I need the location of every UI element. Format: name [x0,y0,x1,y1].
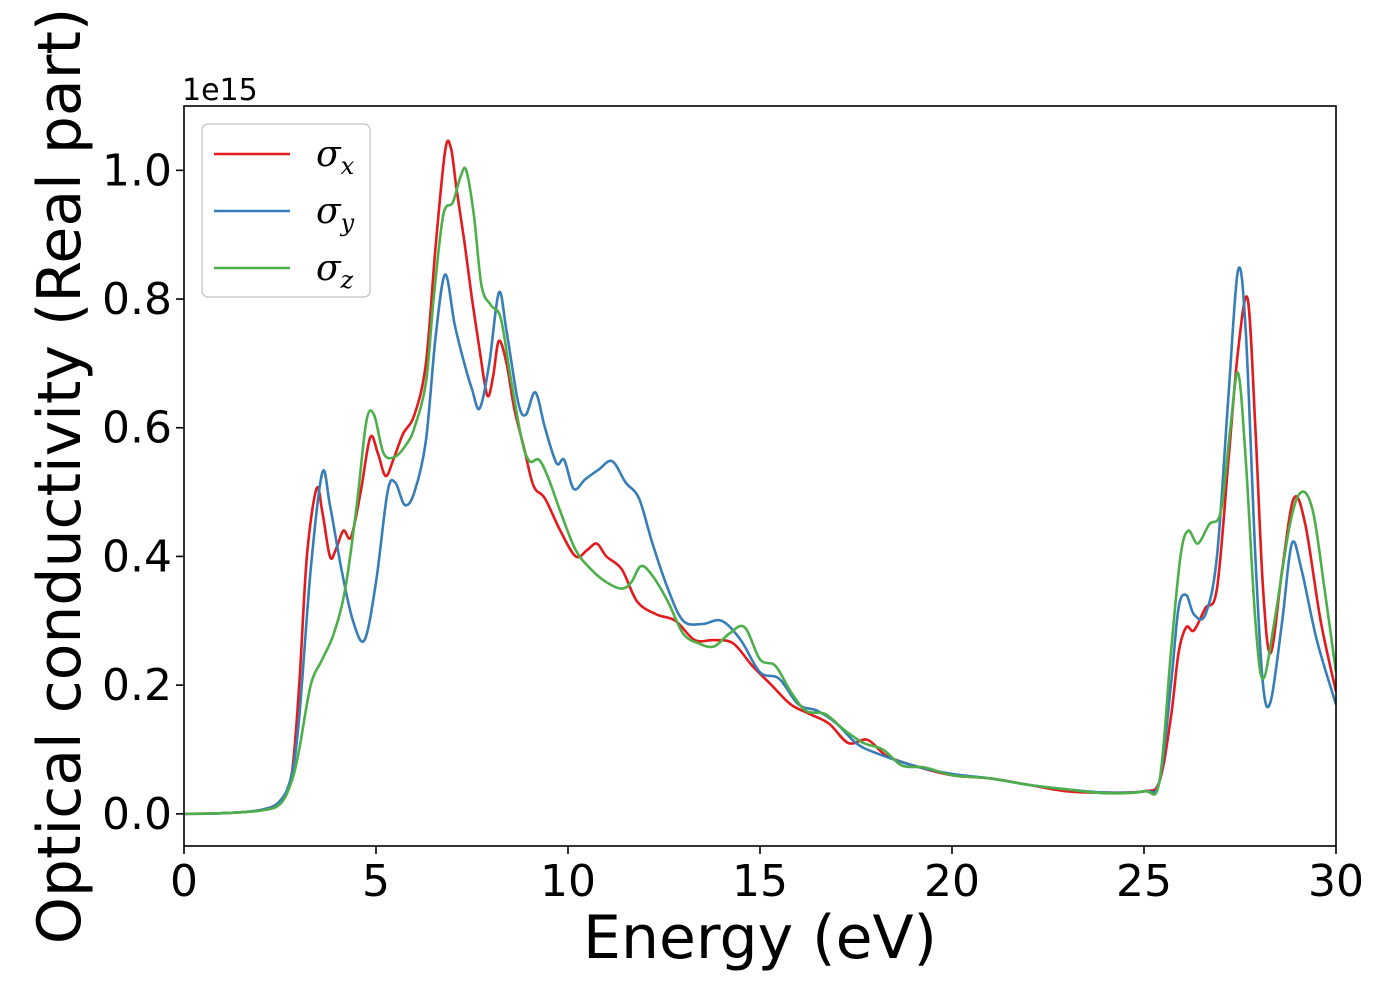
y-tick-label: 0.0 [102,789,172,840]
legend-subscript: z [340,266,354,294]
x-tick-label: 5 [362,856,390,907]
legend-symbol: σ [316,191,342,232]
x-axis: 0 5 10 15 20 25 30 [170,846,1364,907]
legend-symbol: σ [316,134,342,175]
y-tick-label: 0.2 [102,660,172,711]
y-axis-title: Optical conductivity (Real part) [25,8,95,945]
x-tick-label: 25 [1116,856,1172,907]
series-line-z [184,166,1336,816]
x-axis-title: Energy (eV) [583,903,937,973]
series-line-y [184,266,1336,816]
legend-symbol: σ [316,248,342,289]
y-tick-label: 0.6 [102,403,172,454]
y-tick-label: 0.4 [102,531,172,582]
y-offset-text: 1e15 [182,73,258,108]
legend-subscript: y [340,209,355,237]
legend-subscript: x [341,152,355,180]
y-tick-label: 0.8 [102,274,172,325]
x-tick-label: 0 [170,856,198,907]
series-line-x [184,139,1336,816]
x-tick-label: 30 [1308,856,1364,907]
x-tick-label: 20 [924,856,980,907]
x-tick-label: 15 [732,856,788,907]
legend-label-x: σx [316,134,355,180]
x-tick-label: 10 [540,856,596,907]
y-axis: 0.0 0.2 0.4 0.6 0.8 1.0 [102,145,184,840]
legend-label-z: σz [316,248,354,294]
y-tick-label: 1.0 [102,145,172,196]
series-layer [184,139,1336,816]
legend-label-y: σy [316,191,355,237]
